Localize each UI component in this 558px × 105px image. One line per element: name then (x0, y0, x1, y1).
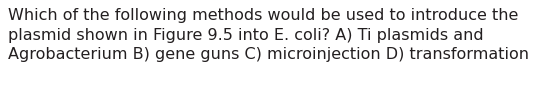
Text: Which of the following methods would be used to introduce the
plasmid shown in F: Which of the following methods would be … (8, 8, 529, 62)
